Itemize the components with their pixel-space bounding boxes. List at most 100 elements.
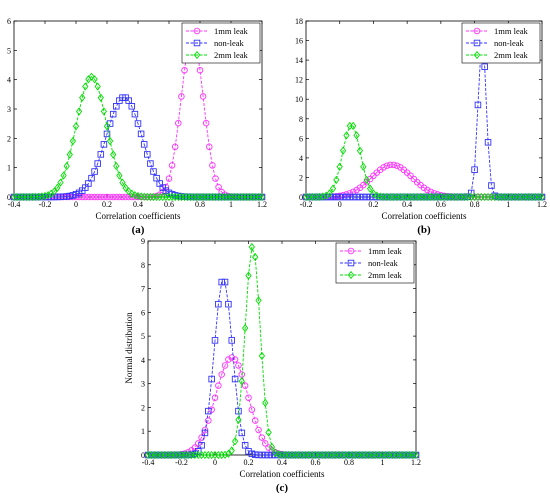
data-point bbox=[97, 193, 105, 201]
y-tick-label: 9 bbox=[141, 237, 145, 246]
y-tick-label: 7 bbox=[141, 285, 145, 294]
data-point bbox=[484, 139, 492, 146]
legend-marker bbox=[193, 27, 201, 35]
data-point bbox=[199, 93, 207, 100]
legend-marker bbox=[193, 50, 201, 60]
legend: 1mm leak non-leak 2mm leak bbox=[181, 22, 261, 64]
series bbox=[144, 242, 420, 460]
y-tick-label: 10 bbox=[295, 95, 303, 104]
data-point bbox=[353, 193, 360, 201]
data-point bbox=[241, 442, 249, 449]
data-point bbox=[175, 119, 182, 127]
data-point bbox=[75, 107, 83, 116]
data-point bbox=[221, 362, 229, 369]
data-point bbox=[79, 93, 86, 102]
data-point bbox=[346, 190, 354, 197]
data-point bbox=[430, 190, 438, 197]
y-tick-label: 5 bbox=[7, 46, 11, 55]
data-point bbox=[370, 189, 377, 198]
x-tick-label: 1 bbox=[229, 200, 233, 209]
data-point bbox=[38, 192, 46, 201]
data-point bbox=[131, 110, 139, 118]
data-point bbox=[194, 448, 202, 455]
data-point bbox=[427, 188, 434, 196]
data-point bbox=[202, 119, 210, 127]
data-point bbox=[262, 451, 269, 459]
data-point bbox=[215, 183, 222, 191]
data-point bbox=[481, 63, 488, 70]
data-point bbox=[366, 175, 374, 183]
data-point bbox=[228, 354, 235, 361]
legend-label: non-leak bbox=[494, 38, 524, 48]
data-point bbox=[211, 394, 219, 401]
data-point bbox=[336, 162, 343, 171]
data-point bbox=[122, 193, 129, 201]
data-point bbox=[69, 136, 77, 146]
data-point bbox=[255, 426, 262, 434]
data-point bbox=[60, 171, 67, 180]
data-point bbox=[218, 371, 225, 378]
x-axis-label: Correlation coefficients bbox=[95, 211, 181, 221]
data-point bbox=[235, 407, 242, 415]
data-point bbox=[208, 375, 215, 383]
data-point bbox=[373, 191, 380, 200]
data-point bbox=[349, 188, 357, 196]
legend-label: 1mm leak bbox=[494, 26, 529, 36]
data-point bbox=[168, 162, 176, 169]
legend-marker bbox=[473, 39, 481, 47]
y-tick-label: 2 bbox=[299, 173, 303, 182]
data-point bbox=[356, 146, 364, 155]
data-point bbox=[100, 193, 108, 201]
data-point bbox=[383, 162, 391, 169]
data-point bbox=[91, 168, 98, 175]
data-point bbox=[125, 187, 132, 196]
legend-marker bbox=[473, 50, 481, 60]
data-point bbox=[209, 162, 216, 169]
data-point bbox=[198, 442, 205, 449]
data-point bbox=[225, 356, 232, 363]
data-point bbox=[474, 101, 482, 109]
data-point bbox=[238, 429, 246, 437]
data-point bbox=[333, 193, 340, 201]
data-point bbox=[116, 171, 123, 180]
data-point bbox=[251, 451, 259, 458]
legend-marker bbox=[473, 27, 481, 35]
y-tick-label: 4 bbox=[141, 356, 145, 365]
data-point bbox=[103, 130, 111, 138]
x-tick-label: 0.6 bbox=[436, 200, 446, 209]
y-tick-label: 1 bbox=[141, 427, 145, 436]
y-tick-label: 12 bbox=[295, 76, 303, 85]
data-point bbox=[88, 174, 95, 182]
y-tick-label: 18 bbox=[295, 17, 303, 26]
panel-label: (b) bbox=[417, 224, 431, 236]
data-point bbox=[252, 252, 259, 262]
legend-marker bbox=[193, 39, 201, 47]
data-point bbox=[91, 193, 98, 201]
data-point bbox=[109, 193, 117, 201]
data-point bbox=[387, 161, 394, 169]
x-tick-label: 0.8 bbox=[470, 200, 480, 209]
x-tick-label: 1.2 bbox=[257, 200, 267, 209]
y-axis-label: Normal distribution bbox=[124, 312, 134, 384]
data-point bbox=[343, 193, 350, 201]
data-point bbox=[360, 193, 367, 201]
data-point bbox=[85, 193, 92, 201]
data-point bbox=[94, 193, 101, 201]
data-point bbox=[333, 175, 340, 185]
data-point bbox=[103, 193, 111, 201]
y-tick-label: 2 bbox=[7, 134, 11, 143]
x-tick-label: 0.2 bbox=[102, 200, 112, 209]
data-point bbox=[165, 175, 173, 182]
legend-marker bbox=[347, 270, 355, 280]
y-tick-label: 6 bbox=[141, 308, 145, 317]
data-point bbox=[116, 193, 123, 201]
y-tick-label: 1 bbox=[7, 164, 11, 173]
data-point bbox=[128, 103, 136, 110]
y-tick-label: 14 bbox=[295, 56, 303, 65]
x-tick-label: 1.2 bbox=[537, 200, 547, 209]
data-point bbox=[339, 146, 347, 155]
data-point bbox=[94, 160, 101, 167]
data-point bbox=[109, 110, 117, 118]
data-point bbox=[194, 440, 202, 447]
x-tick-label: 1.2 bbox=[411, 458, 421, 467]
